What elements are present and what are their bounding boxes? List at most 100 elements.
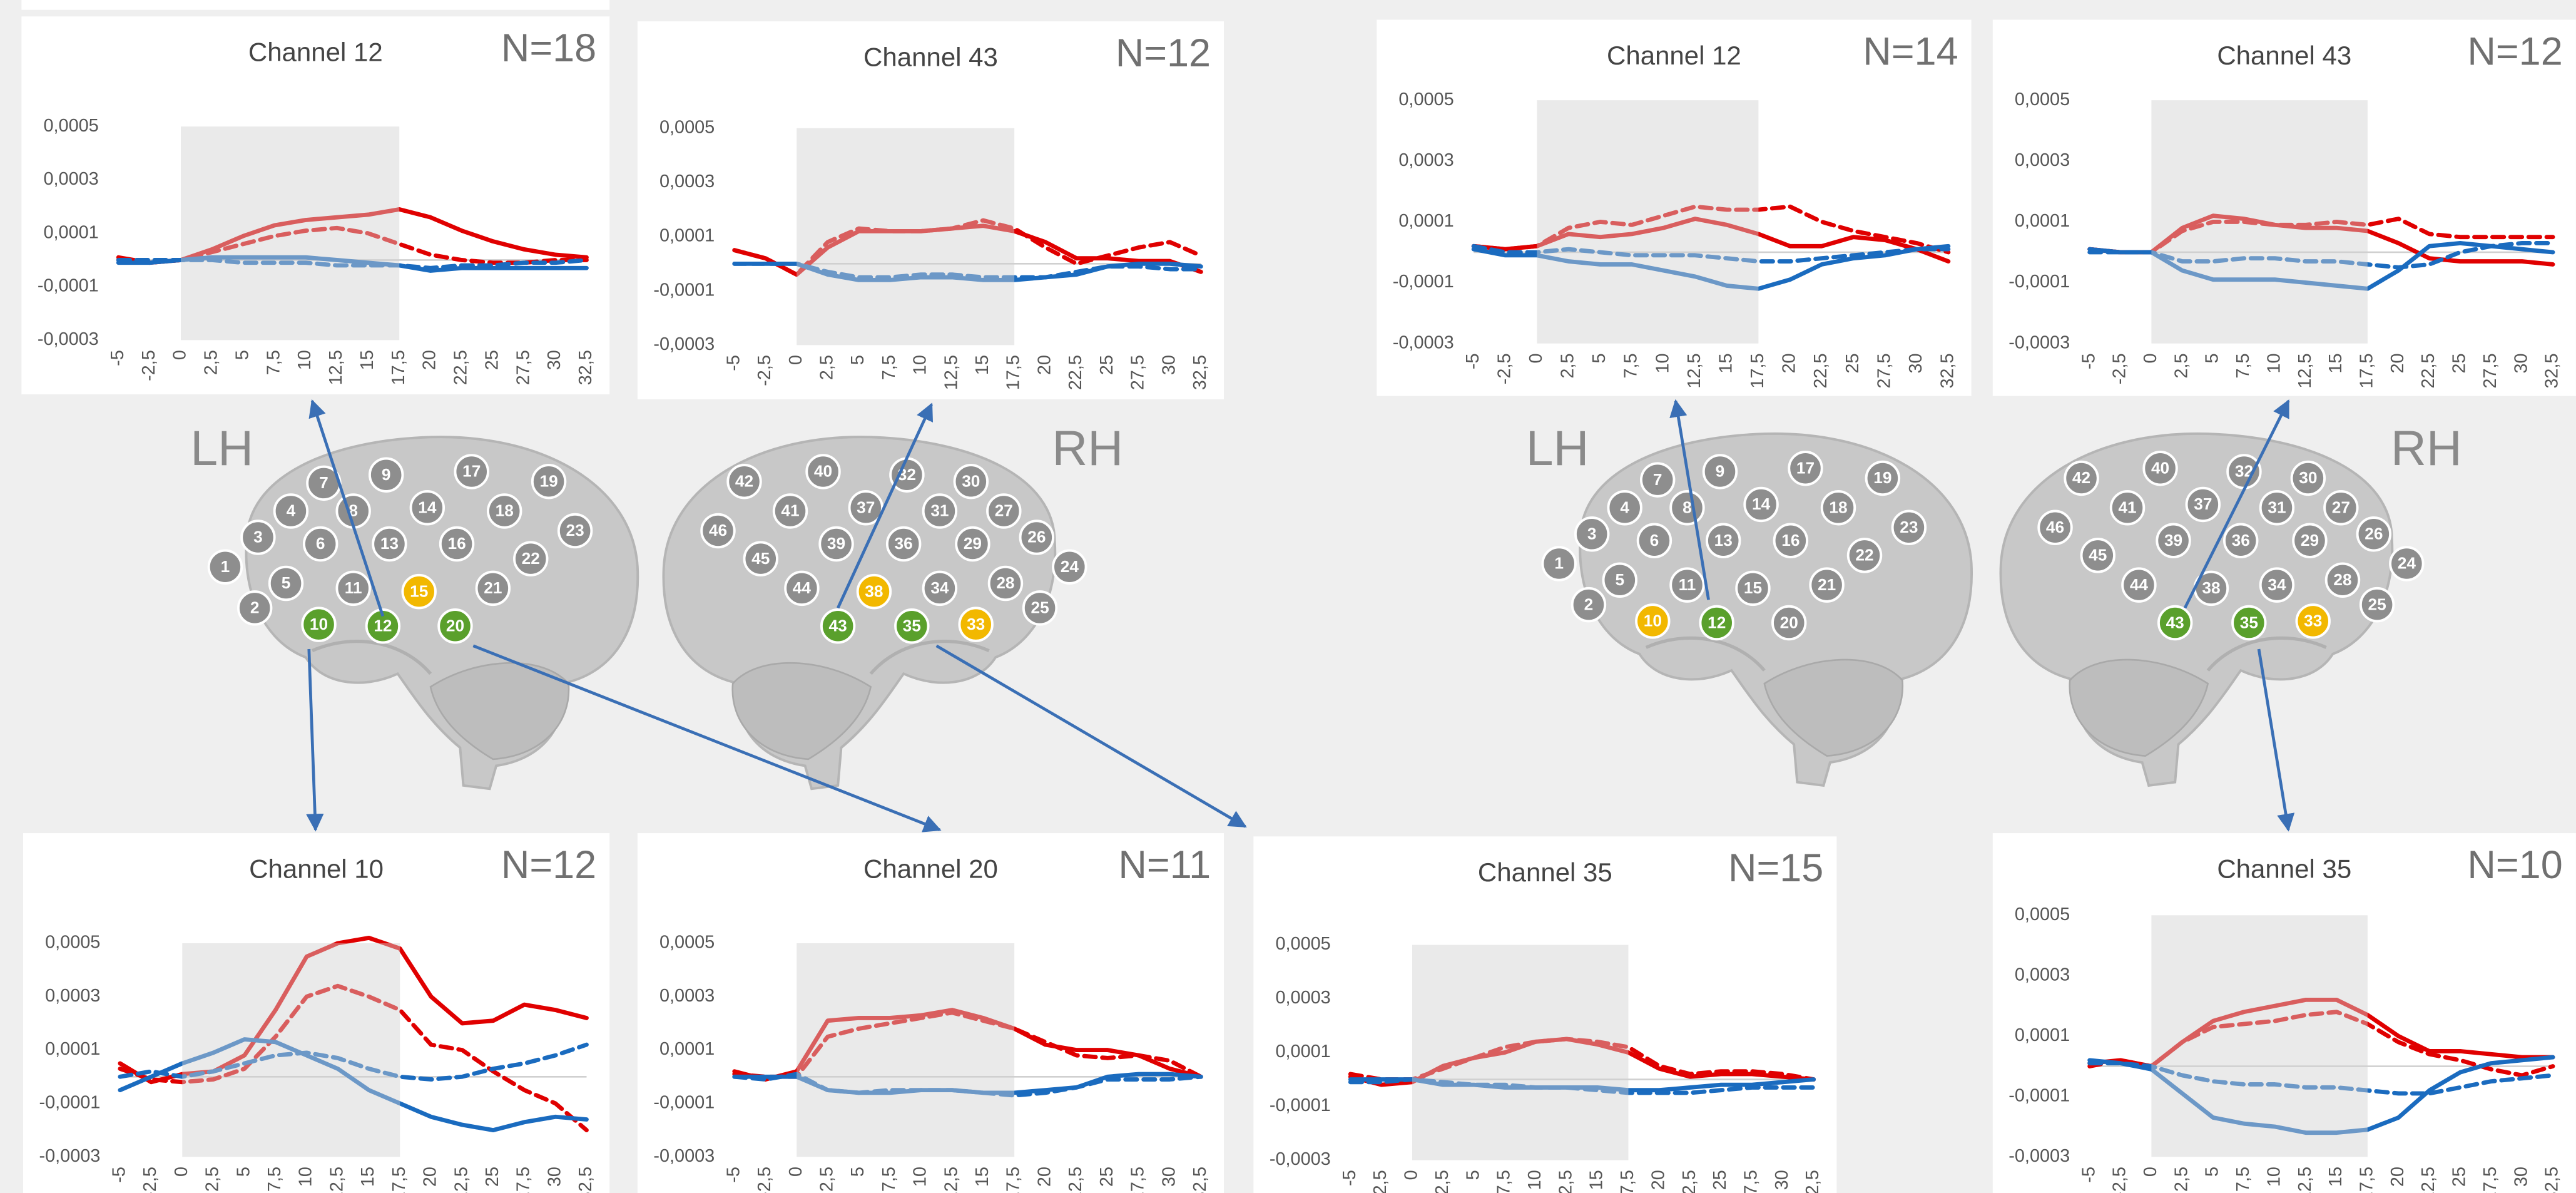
- brain: [2001, 434, 2393, 786]
- y-tick-label: 0,0001: [1275, 1042, 1330, 1062]
- electrode-label: 29: [2301, 531, 2319, 550]
- electrode: [856, 573, 892, 610]
- series-line: [2087, 1055, 2555, 1135]
- chart: Channel 35 N=15 -0,0003 -0,0001 0,0001 0,0003…: [1253, 836, 1837, 1193]
- x-tick-label: -2,5: [139, 350, 159, 381]
- x-tick-label: 27,5: [1741, 1170, 1761, 1193]
- chart: Channel 12 N=14 -0,0003 -0,0001 0,0001 0,0003…: [1377, 19, 1972, 396]
- x-tick-label: 25: [1097, 355, 1117, 375]
- x-tick-label: 0: [1526, 353, 1546, 363]
- sample-size: N=11: [1118, 843, 1211, 887]
- series-line: [1471, 243, 1951, 291]
- shaded-interval: [182, 943, 400, 1157]
- electrode-label: 2: [1584, 595, 1594, 613]
- electrode: [557, 513, 593, 549]
- electrode-label: 16: [1781, 531, 1800, 550]
- arrow: [2257, 648, 2295, 832]
- chart: Channel 20 N=11 -0,0003 -0,0001 0,0001 0,0003…: [637, 833, 1224, 1193]
- arrow: [2183, 399, 2290, 609]
- electrode-label: 27: [2332, 498, 2350, 516]
- electrode: [2064, 460, 2099, 496]
- electrode: [818, 526, 854, 562]
- x-tick-label: 15: [972, 1167, 992, 1187]
- x-tick-label: 17,5: [2357, 1167, 2377, 1193]
- electrode-label: 8: [1683, 498, 1692, 516]
- series-line: [1471, 204, 1951, 255]
- x-tick-label: 15: [2326, 353, 2346, 373]
- electrode-label: 35: [2240, 613, 2258, 632]
- arrows: [306, 399, 2295, 832]
- x-tick-label: 20: [1034, 1167, 1054, 1187]
- x-tick-label: 20: [1779, 353, 1800, 373]
- arrow: [472, 644, 942, 832]
- electrode: [454, 454, 489, 489]
- sample-size: N=12: [2467, 29, 2562, 73]
- electrode-label: 11: [1679, 575, 1696, 594]
- electrode-label: 9: [1716, 462, 1725, 481]
- y-tick-label: -0,0003: [653, 1146, 715, 1166]
- shaded-interval: [2151, 915, 2368, 1157]
- electrode-label: 21: [484, 578, 502, 597]
- y-tick-label: 0,0001: [43, 222, 98, 242]
- y-tick-label: 0,0005: [43, 116, 98, 136]
- electrode-label: 7: [319, 473, 328, 492]
- y-tick-label: 0,0001: [659, 1039, 715, 1059]
- x-tick-label: 32,5: [2542, 1167, 2562, 1193]
- electrode: [1705, 523, 1741, 558]
- chart-title: Channel 43: [2217, 41, 2351, 70]
- sample-size: N=12: [501, 843, 596, 887]
- electrode-label: 1: [221, 557, 230, 576]
- x-tick-label: 2,5: [201, 350, 221, 375]
- x-tick-label: 25: [1097, 1167, 1117, 1187]
- panel-strip: [21, 0, 610, 10]
- y-tick-label: 0,0003: [1398, 150, 1453, 170]
- electrode-label: 9: [382, 465, 391, 484]
- x-tick-label: 22,5: [1066, 1167, 1086, 1193]
- chart-title: Channel 43: [863, 43, 998, 72]
- x-tick-label: 2,5: [203, 1167, 223, 1192]
- electrode-label: 10: [310, 615, 328, 633]
- electrode: [1571, 586, 1607, 623]
- series-line: [2087, 1010, 2555, 1078]
- electrode-label: 16: [447, 534, 466, 553]
- x-tick-label: 5: [1589, 353, 1609, 363]
- electrode: [1574, 516, 1610, 552]
- shaded-interval: [1412, 945, 1629, 1160]
- electrode-label: 19: [1873, 468, 1891, 487]
- x-tick-label: 10: [1525, 1170, 1545, 1190]
- x-tick-label: 27,5: [1128, 355, 1148, 390]
- electrode-label: 21: [1818, 575, 1836, 594]
- chart: Channel 43 N=12 -0,0003 -0,0001 0,0001 0,0003…: [1992, 19, 2576, 396]
- electrode-label: 44: [2130, 575, 2149, 594]
- x-tick-label: 5: [233, 1167, 253, 1177]
- electrode: [2290, 460, 2326, 496]
- x-tick-label: 27,5: [2480, 353, 2500, 388]
- x-tick-label: 27,5: [2480, 1167, 2500, 1193]
- electrode: [743, 541, 778, 576]
- chart-title: Channel 20: [863, 854, 998, 884]
- electrode: [1022, 590, 1058, 626]
- chart: Channel 12 N=18 -0,0003 -0,0001 0,0001 0,0003…: [21, 16, 610, 395]
- electrode-label: 20: [446, 617, 464, 635]
- x-tick-label: 17,5: [1004, 355, 1024, 390]
- x-tick-label: 10: [295, 350, 315, 370]
- x-tick-label: 5: [232, 350, 252, 360]
- x-tick-label: 2,5: [1432, 1170, 1452, 1193]
- electrode-label: 30: [2299, 468, 2317, 487]
- x-tick-label: -2,5: [2110, 353, 2130, 384]
- electrode-label: 20: [1780, 613, 1798, 632]
- x-tick-label: 7,5: [1494, 1170, 1514, 1193]
- series-line: [2087, 241, 2555, 270]
- electrode-label: 44: [793, 578, 812, 597]
- electrode-label: 25: [1031, 598, 1049, 617]
- electrode-label: 4: [287, 501, 296, 520]
- electrode: [885, 526, 922, 562]
- x-tick-label: 12,5: [326, 350, 346, 385]
- electrode-label: 29: [964, 534, 982, 553]
- y-tick-label: -0,0001: [38, 276, 99, 296]
- electrode: [1788, 451, 1823, 486]
- y-tick-label: -0,0003: [653, 334, 715, 354]
- x-tick-label: 22,5: [451, 350, 471, 385]
- electrode-label: 43: [2166, 613, 2184, 632]
- electrode-label: 5: [1616, 570, 1625, 589]
